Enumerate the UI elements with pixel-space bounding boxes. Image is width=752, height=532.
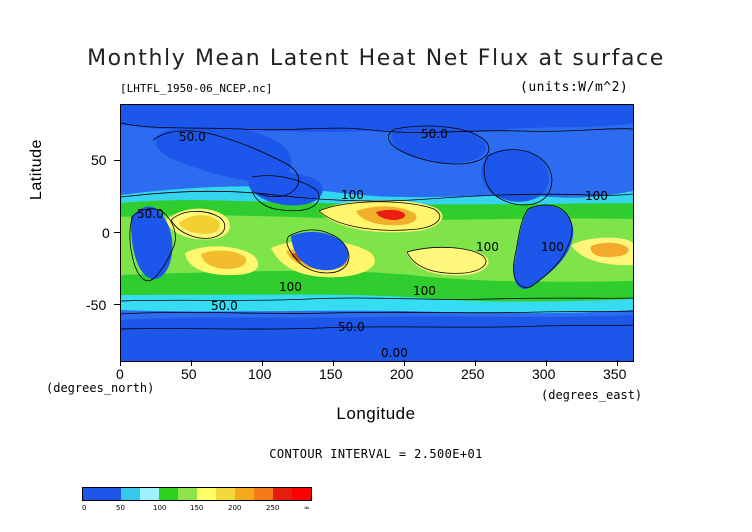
- colorbar-swatch: [273, 488, 292, 500]
- colorbar-swatch: [140, 488, 159, 500]
- contour-label-4: 50.0: [211, 299, 238, 313]
- map-plot-area: 50.0 50.0 50.0 50.0 100 100 100 100 100 …: [120, 104, 634, 362]
- contour-label-1: 50.0: [179, 130, 206, 144]
- x-tick-label-350: 350: [603, 366, 627, 382]
- x-tick-0: [120, 360, 121, 366]
- chart-title: Monthly Mean Latent Heat Net Flux at sur…: [87, 46, 665, 71]
- y-tick-label-0: 0: [102, 225, 110, 241]
- x-tick-label-200: 200: [390, 366, 414, 382]
- colorbar-label-200: 200: [228, 504, 242, 512]
- colorbar-swatch: [197, 488, 216, 500]
- x-tick-150: [333, 360, 334, 366]
- x-axis-label: Longitude: [336, 404, 416, 423]
- y-unit-label: (degrees_north): [46, 381, 155, 395]
- colorbar-swatch: [292, 488, 311, 500]
- y-tick-label-50: 50: [91, 152, 107, 168]
- x-tick-50: [191, 360, 192, 366]
- x-tick-label-100: 100: [248, 366, 272, 382]
- contour-label-6: 100: [585, 189, 608, 203]
- contour-label-8: 100: [541, 240, 564, 254]
- colorbar-swatch: [254, 488, 273, 500]
- x-tick-label-0: 0: [116, 366, 124, 382]
- y-tick-label-minus-50: -50: [86, 297, 107, 313]
- x-tick-label-300: 300: [532, 366, 556, 382]
- contour-label-12: 0.00: [381, 346, 408, 360]
- colorbar-label-infinity: ∞: [304, 504, 310, 512]
- contour-label-10: 100: [413, 284, 436, 298]
- contour-label-5: 100: [341, 188, 364, 202]
- colorbar-swatch: [83, 488, 102, 500]
- x-tick-350: [617, 360, 618, 366]
- colorbar-label-0: 0: [82, 504, 87, 512]
- colorbar-label-100: 100: [153, 504, 167, 512]
- x-tick-label-50: 50: [181, 366, 197, 382]
- x-tick-label-250: 250: [461, 366, 485, 382]
- x-tick-label-150: 150: [319, 366, 343, 382]
- x-tick-250: [475, 360, 476, 366]
- y-tick-minus-50: [114, 304, 120, 305]
- colorbar-label-150: 150: [190, 504, 204, 512]
- y-tick-50: [114, 160, 120, 161]
- colorbar-label-250: 250: [266, 504, 280, 512]
- contour-map: 50.0 50.0 50.0 50.0 100 100 100 100 100 …: [121, 105, 633, 361]
- colorbar-swatch: [159, 488, 178, 500]
- x-tick-300: [546, 360, 547, 366]
- colorbar-swatch: [178, 488, 197, 500]
- colorbar-swatch: [216, 488, 235, 500]
- contour-interval-note: CONTOUR INTERVAL = 2.500E+01: [269, 447, 483, 461]
- colorbar-swatch: [102, 488, 121, 500]
- y-axis-label: Latitude: [28, 139, 45, 200]
- colorbar-label-50: 50: [116, 504, 125, 512]
- x-unit-label: (degrees_east): [541, 388, 643, 402]
- contour-label-9: 100: [279, 280, 302, 294]
- y-tick-0: [114, 232, 120, 233]
- colorbar-swatch: [235, 488, 254, 500]
- x-tick-100: [262, 360, 263, 366]
- colorbar: [82, 487, 312, 501]
- colorbar-swatch: [121, 488, 140, 500]
- contour-label-11: 50.0: [338, 320, 365, 334]
- dataset-label: [LHTFL_1950-06_NCEP.nc]: [120, 82, 273, 95]
- contour-label-3: 50.0: [137, 207, 164, 221]
- units-label: (units:W/m^2): [520, 80, 629, 95]
- x-tick-200: [404, 360, 405, 366]
- contour-label-2: 50.0: [421, 127, 448, 141]
- contour-label-7: 100: [476, 240, 499, 254]
